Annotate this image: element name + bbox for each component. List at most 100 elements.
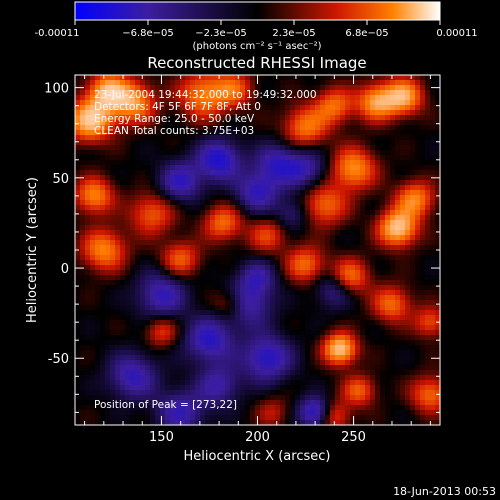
heatmap-cell: [150, 345, 156, 351]
heatmap-cell: [375, 335, 381, 341]
heatmap-cell: [150, 250, 156, 256]
heatmap-cell: [275, 270, 281, 276]
heatmap-cell: [225, 105, 231, 111]
heatmap-cell: [260, 215, 266, 221]
heatmap-cell: [80, 75, 86, 81]
heatmap-cell: [245, 200, 251, 206]
heatmap-cell: [395, 130, 401, 136]
heatmap-cell: [155, 140, 161, 146]
heatmap-cell: [295, 190, 301, 196]
heatmap-cell: [180, 355, 186, 361]
heatmap-cell: [190, 160, 196, 166]
heatmap-cell: [405, 265, 411, 271]
heatmap-cell: [165, 355, 171, 361]
heatmap-cell: [155, 340, 161, 346]
heatmap-cell: [105, 310, 111, 316]
heatmap-cell: [415, 390, 421, 396]
heatmap-cell: [215, 215, 221, 221]
heatmap-cell: [255, 165, 261, 171]
heatmap-cell: [200, 235, 206, 241]
heatmap-cell: [295, 325, 301, 331]
heatmap-cell: [230, 285, 236, 291]
heatmap-cell: [225, 110, 231, 116]
heatmap-cell: [345, 330, 351, 336]
heatmap-cell: [115, 250, 121, 256]
heatmap-cell: [390, 215, 396, 221]
heatmap-cell: [150, 225, 156, 231]
heatmap-cell: [205, 185, 211, 191]
heatmap-cell: [325, 215, 331, 221]
heatmap-cell: [355, 310, 361, 316]
heatmap-cell: [110, 185, 116, 191]
heatmap-cell: [350, 275, 356, 281]
heatmap-cell: [425, 380, 431, 386]
heatmap-cell: [185, 165, 191, 171]
heatmap-cell: [110, 335, 116, 341]
heatmap-cell: [310, 135, 316, 141]
heatmap-cell: [95, 360, 101, 366]
heatmap-cell: [225, 95, 231, 101]
heatmap-cell: [370, 375, 376, 381]
heatmap-cell: [155, 250, 161, 256]
heatmap-cell: [250, 350, 256, 356]
heatmap-cell: [230, 260, 236, 266]
heatmap-cell: [95, 375, 101, 381]
heatmap-cell: [410, 295, 416, 301]
heatmap-cell: [135, 200, 141, 206]
heatmap-cell: [315, 340, 321, 346]
heatmap-cell: [140, 300, 146, 306]
heatmap-cell: [230, 80, 236, 86]
heatmap-cell: [225, 90, 231, 96]
heatmap-cell: [190, 185, 196, 191]
heatmap-cell: [210, 190, 216, 196]
heatmap-cell: [120, 155, 126, 161]
heatmap-cell: [95, 265, 101, 271]
heatmap-cell: [360, 145, 366, 151]
heatmap-cell: [200, 380, 206, 386]
heatmap-cell: [250, 80, 256, 86]
heatmap-cell: [190, 360, 196, 366]
heatmap-cell: [300, 150, 306, 156]
heatmap-cell: [410, 250, 416, 256]
heatmap-cell: [345, 405, 351, 411]
heatmap-cell: [270, 250, 276, 256]
heatmap-cell: [400, 295, 406, 301]
heatmap-cell: [345, 360, 351, 366]
heatmap-cell: [265, 235, 271, 241]
heatmap-cell: [395, 370, 401, 376]
heatmap-cell: [250, 275, 256, 281]
heatmap-cell: [390, 335, 396, 341]
heatmap-cell: [190, 300, 196, 306]
heatmap-cell: [400, 160, 406, 166]
heatmap-cell: [240, 340, 246, 346]
heatmap-cell: [390, 390, 396, 396]
heatmap-cell: [220, 215, 226, 221]
heatmap-cell: [325, 195, 331, 201]
heatmap-cell: [235, 135, 241, 141]
heatmap-cell: [150, 125, 156, 131]
heatmap-cell: [140, 125, 146, 131]
heatmap-cell: [310, 150, 316, 156]
heatmap-cell: [105, 280, 111, 286]
heatmap-cell: [345, 130, 351, 136]
heatmap-cell: [120, 130, 126, 136]
heatmap-cell: [400, 220, 406, 226]
heatmap-cell: [225, 270, 231, 276]
heatmap-cell: [130, 180, 136, 186]
heatmap-cell: [290, 250, 296, 256]
heatmap-cell: [180, 160, 186, 166]
heatmap-cell: [350, 160, 356, 166]
heatmap-cell: [425, 210, 431, 216]
heatmap-cell: [160, 125, 166, 131]
heatmap-cell: [215, 160, 221, 166]
heatmap-cell: [395, 375, 401, 381]
heatmap-cell: [85, 85, 91, 91]
heatmap-cell: [85, 375, 91, 381]
heatmap-cell: [250, 355, 256, 361]
heatmap-cell: [250, 220, 256, 226]
heatmap-cell: [340, 195, 346, 201]
heatmap-cell: [325, 310, 331, 316]
heatmap-cell: [165, 150, 171, 156]
heatmap-cell: [210, 355, 216, 361]
heatmap-cell: [400, 325, 406, 331]
